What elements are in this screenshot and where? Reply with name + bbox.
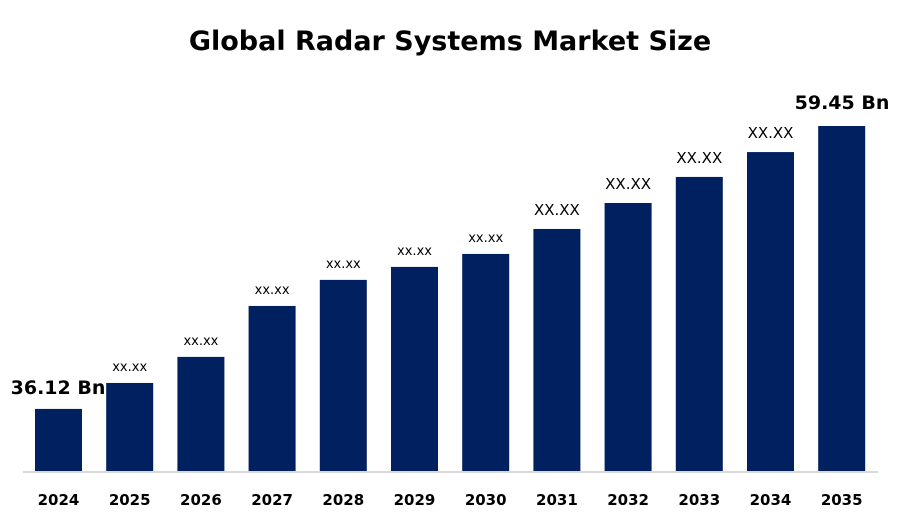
chart-title: Global Radar Systems Market Size — [189, 26, 711, 57]
x-tick-label: 2027 — [251, 491, 293, 509]
data-label: xx.xx — [397, 244, 432, 259]
x-tick-label: 2024 — [38, 491, 80, 509]
bar-2028 — [319, 279, 367, 471]
bar-2026 — [177, 356, 225, 471]
data-label: XX.XX — [748, 124, 794, 142]
x-tick-label: 2032 — [607, 491, 649, 509]
data-label: XX.XX — [605, 175, 651, 193]
x-tick-label: 2029 — [394, 491, 436, 509]
bar-2031 — [533, 228, 581, 471]
x-tick-label: 2031 — [536, 491, 578, 509]
data-label: xx.xx — [255, 283, 290, 298]
bar-2027 — [248, 305, 296, 471]
bar-2030 — [462, 253, 510, 471]
data-label: xx.xx — [183, 334, 218, 349]
x-tick-label: 2026 — [180, 491, 222, 509]
bar-2035 — [818, 126, 866, 471]
bar-2034 — [747, 152, 794, 471]
bar-2032 — [604, 203, 652, 471]
data-label: 59.45 Bn — [795, 92, 890, 114]
x-tick-label: 2034 — [750, 491, 792, 509]
bar-2033 — [675, 176, 723, 471]
x-tick-label: 2033 — [678, 491, 720, 509]
data-label: xx.xx — [326, 257, 361, 272]
x-tick-label: 2025 — [109, 491, 151, 509]
x-tick-label: 2035 — [821, 491, 863, 509]
bar-2025 — [106, 382, 154, 471]
bar-2029 — [391, 266, 438, 471]
data-label: 36.12 Bn — [11, 377, 106, 399]
bar-2024 — [35, 408, 82, 471]
data-label: XX.XX — [534, 201, 580, 219]
data-label: XX.XX — [676, 149, 722, 167]
x-tick-label: 2028 — [322, 491, 364, 509]
data-label: xx.xx — [112, 360, 147, 375]
data-label: xx.xx — [468, 231, 503, 246]
x-tick-label: 2030 — [465, 491, 507, 509]
